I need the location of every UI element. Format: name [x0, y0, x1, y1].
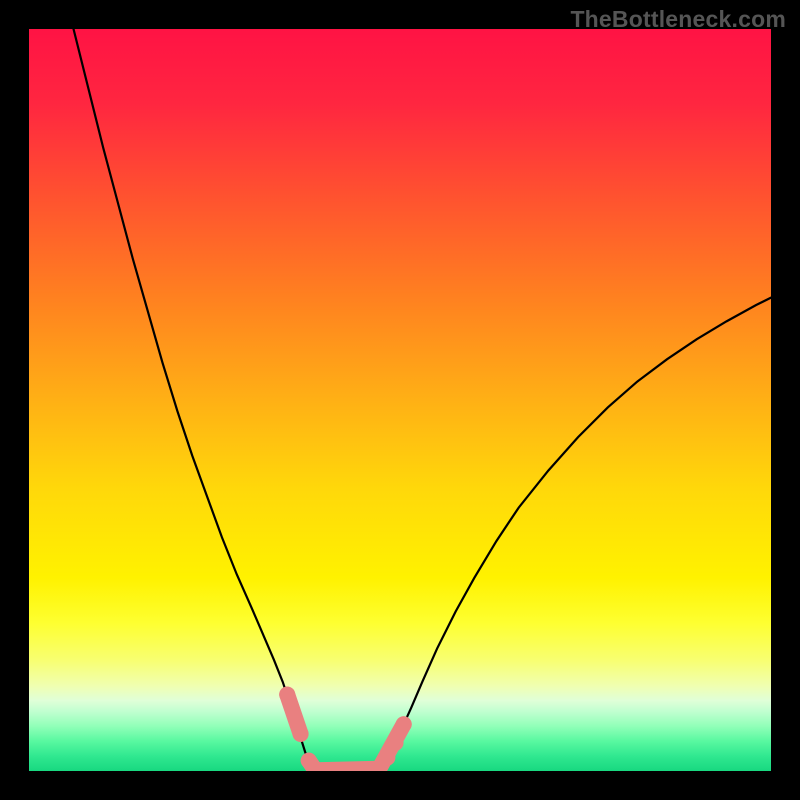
highlight-segment	[315, 769, 379, 770]
chart-svg	[29, 29, 771, 771]
gradient-background	[29, 29, 771, 771]
highlight-dot	[388, 735, 404, 751]
highlight-dot	[279, 687, 295, 703]
chart-frame: TheBottleneck.com	[0, 0, 800, 800]
highlight-dot	[293, 726, 309, 742]
highlight-dot	[379, 750, 395, 766]
watermark-text: TheBottleneck.com	[570, 6, 786, 33]
highlight-dot	[396, 716, 412, 732]
